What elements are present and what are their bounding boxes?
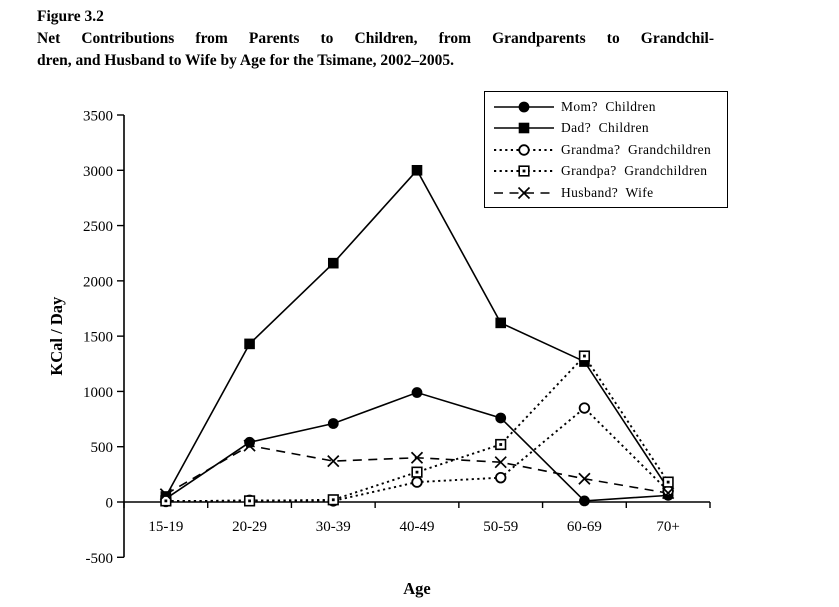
figure-label: Figure 3.2 [37, 8, 104, 25]
legend-item-label: Mom? Children [561, 98, 656, 114]
legend-item-label: Dad? Children [561, 120, 650, 136]
svg-text:30-39: 30-39 [316, 519, 351, 535]
svg-text:70+: 70+ [656, 519, 679, 535]
svg-text:Age: Age [403, 579, 431, 598]
svg-text:3000: 3000 [83, 164, 113, 180]
svg-text:0: 0 [106, 496, 114, 512]
svg-text:15-19: 15-19 [148, 519, 183, 535]
legend-marker-x-icon [494, 186, 554, 199]
svg-text:3500: 3500 [83, 109, 113, 125]
svg-text:40-49: 40-49 [400, 519, 435, 535]
figure-caption-line1: Net Contributions from Parents to Childr… [37, 30, 714, 47]
svg-text:2500: 2500 [83, 219, 113, 235]
svg-text:-500: -500 [86, 551, 114, 567]
legend-marker-open-circle-icon [494, 143, 554, 156]
legend-item: Grandma? Grandchildren [492, 141, 727, 159]
legend-item-label: Husband? Wife [561, 184, 654, 200]
svg-text:1000: 1000 [83, 385, 113, 401]
svg-text:500: 500 [91, 440, 114, 456]
legend-item: Dad? Children [492, 119, 727, 137]
legend-item: Husband? Wife [492, 184, 727, 202]
legend-item: Mom? Children [492, 98, 727, 116]
legend-marker-filled-circle-icon [494, 101, 554, 112]
legend-item-label: Grandpa? Grandchildren [561, 163, 708, 179]
svg-text:60-69: 60-69 [567, 519, 602, 535]
figure-caption-line2: dren, and Husband to Wife by Age for the… [37, 52, 455, 69]
figure-title-block: Figure 3.2 Net Contributions from Parent… [37, 6, 714, 72]
legend-item: Grandpa? Grandchildren [492, 162, 727, 180]
legend-item-label: Grandma? Grandchildren [561, 141, 712, 157]
svg-text:50-59: 50-59 [483, 519, 518, 535]
svg-text:1500: 1500 [83, 330, 113, 346]
legend-marker-filled-square-icon [494, 122, 554, 134]
svg-text:KCal / Day: KCal / Day [47, 296, 66, 376]
chart-legend: Mom? Children Dad? Children Grandma? Gra… [484, 91, 728, 208]
svg-text:2000: 2000 [83, 274, 113, 290]
legend-marker-open-square-icon [494, 165, 554, 177]
svg-text:20-29: 20-29 [232, 519, 267, 535]
